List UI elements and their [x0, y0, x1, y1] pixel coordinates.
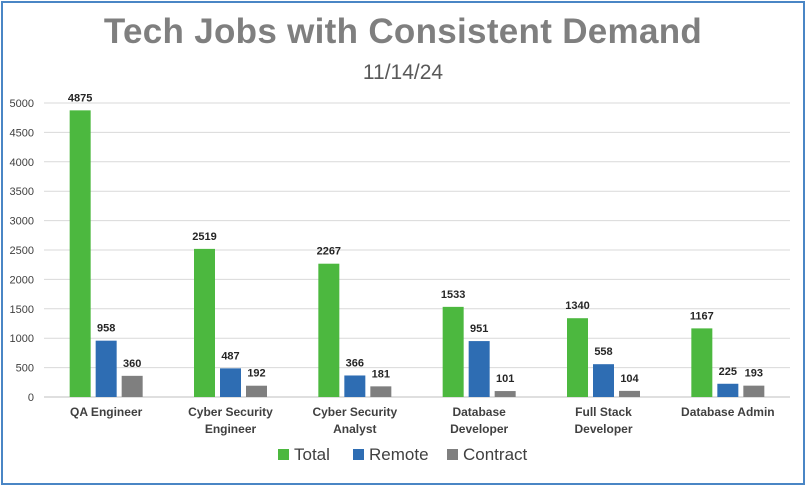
- x-tick-label-line: QA Engineer: [70, 405, 143, 419]
- x-tick-label-line: Developer: [574, 422, 632, 436]
- y-tick-label: 0: [28, 392, 34, 404]
- data-label: 1340: [565, 300, 589, 312]
- bar-contract: [121, 375, 143, 397]
- x-tick-label: Full Stack Developer: [574, 405, 632, 436]
- x-tick-label: Cyber Security Engineer: [188, 405, 273, 436]
- bar-contract: [246, 385, 267, 397]
- x-tick-label-line: Engineer: [205, 422, 257, 436]
- x-tick-label: Database Admin: [681, 405, 775, 419]
- x-tick-label-line: Cyber Security: [188, 405, 273, 419]
- data-label: 951: [470, 323, 488, 335]
- data-label: 192: [247, 368, 265, 380]
- data-label: 1167: [690, 310, 714, 322]
- data-label: 558: [594, 346, 612, 358]
- x-tick-label-line: Developer: [450, 422, 508, 436]
- legend-swatch-remote: [353, 449, 364, 460]
- y-tick-label: 1500: [10, 304, 34, 316]
- data-label: 958: [97, 323, 115, 335]
- legend-swatch-total: [278, 449, 289, 460]
- data-label: 487: [221, 350, 239, 362]
- y-tick-label: 500: [16, 363, 34, 375]
- legend-label-contract: Contract: [463, 445, 528, 464]
- bar-remote: [593, 364, 614, 397]
- bar-remote: [220, 368, 241, 397]
- x-tick-label-line: Cyber Security: [312, 405, 397, 419]
- data-label: 181: [372, 368, 390, 380]
- bar-contract: [494, 391, 516, 397]
- data-label: 225: [719, 366, 737, 378]
- y-tick-label: 4500: [10, 127, 34, 139]
- legend-label-remote: Remote: [369, 445, 429, 464]
- x-tick-label-line: Database Admin: [681, 405, 775, 419]
- y-tick-label: 2000: [10, 274, 34, 286]
- bar-total: [69, 110, 91, 397]
- data-label: 2267: [317, 246, 341, 258]
- data-label: 101: [496, 373, 514, 385]
- bar-total: [194, 248, 215, 397]
- bar-remote: [344, 375, 366, 397]
- data-label: 2519: [192, 231, 216, 243]
- x-tick-label-line: Full Stack: [575, 405, 632, 419]
- bar-remote: [468, 341, 490, 397]
- x-tick-label: Database Developer: [450, 405, 508, 436]
- data-label: 193: [745, 368, 763, 380]
- y-tick-label: 1000: [10, 333, 34, 345]
- chart-subtitle: 11/14/24: [362, 61, 444, 84]
- legend-swatch-contract: [447, 449, 458, 460]
- bar-remote: [95, 340, 117, 397]
- data-label: 104: [620, 373, 639, 385]
- legend-label-total: Total: [294, 445, 330, 464]
- data-label: 1533: [441, 289, 465, 301]
- chart-title: Tech Jobs with Consistent Demand: [103, 12, 703, 51]
- y-tick-label: 2500: [10, 245, 34, 257]
- y-tick-label: 4000: [10, 157, 34, 169]
- y-tick-label: 3000: [10, 216, 34, 228]
- bar-remote: [717, 383, 739, 397]
- bar-contract: [370, 386, 392, 397]
- x-tick-label-line: Database: [452, 405, 506, 419]
- data-label: 4875: [68, 92, 92, 104]
- x-tick-label: Cyber Security Analyst: [312, 405, 397, 436]
- bar-total: [567, 318, 588, 397]
- x-tick-label-line: Analyst: [333, 422, 376, 436]
- bar-total: [691, 328, 713, 397]
- bar-contract: [743, 385, 765, 397]
- bar-total: [442, 306, 464, 397]
- y-tick-label: 5000: [10, 98, 34, 110]
- bar-total: [318, 263, 340, 397]
- data-label: 366: [346, 357, 364, 369]
- y-tick-label: 3500: [10, 186, 34, 198]
- data-label: 360: [123, 358, 141, 370]
- x-tick-label: QA Engineer: [70, 405, 143, 419]
- bar-contract: [619, 390, 640, 397]
